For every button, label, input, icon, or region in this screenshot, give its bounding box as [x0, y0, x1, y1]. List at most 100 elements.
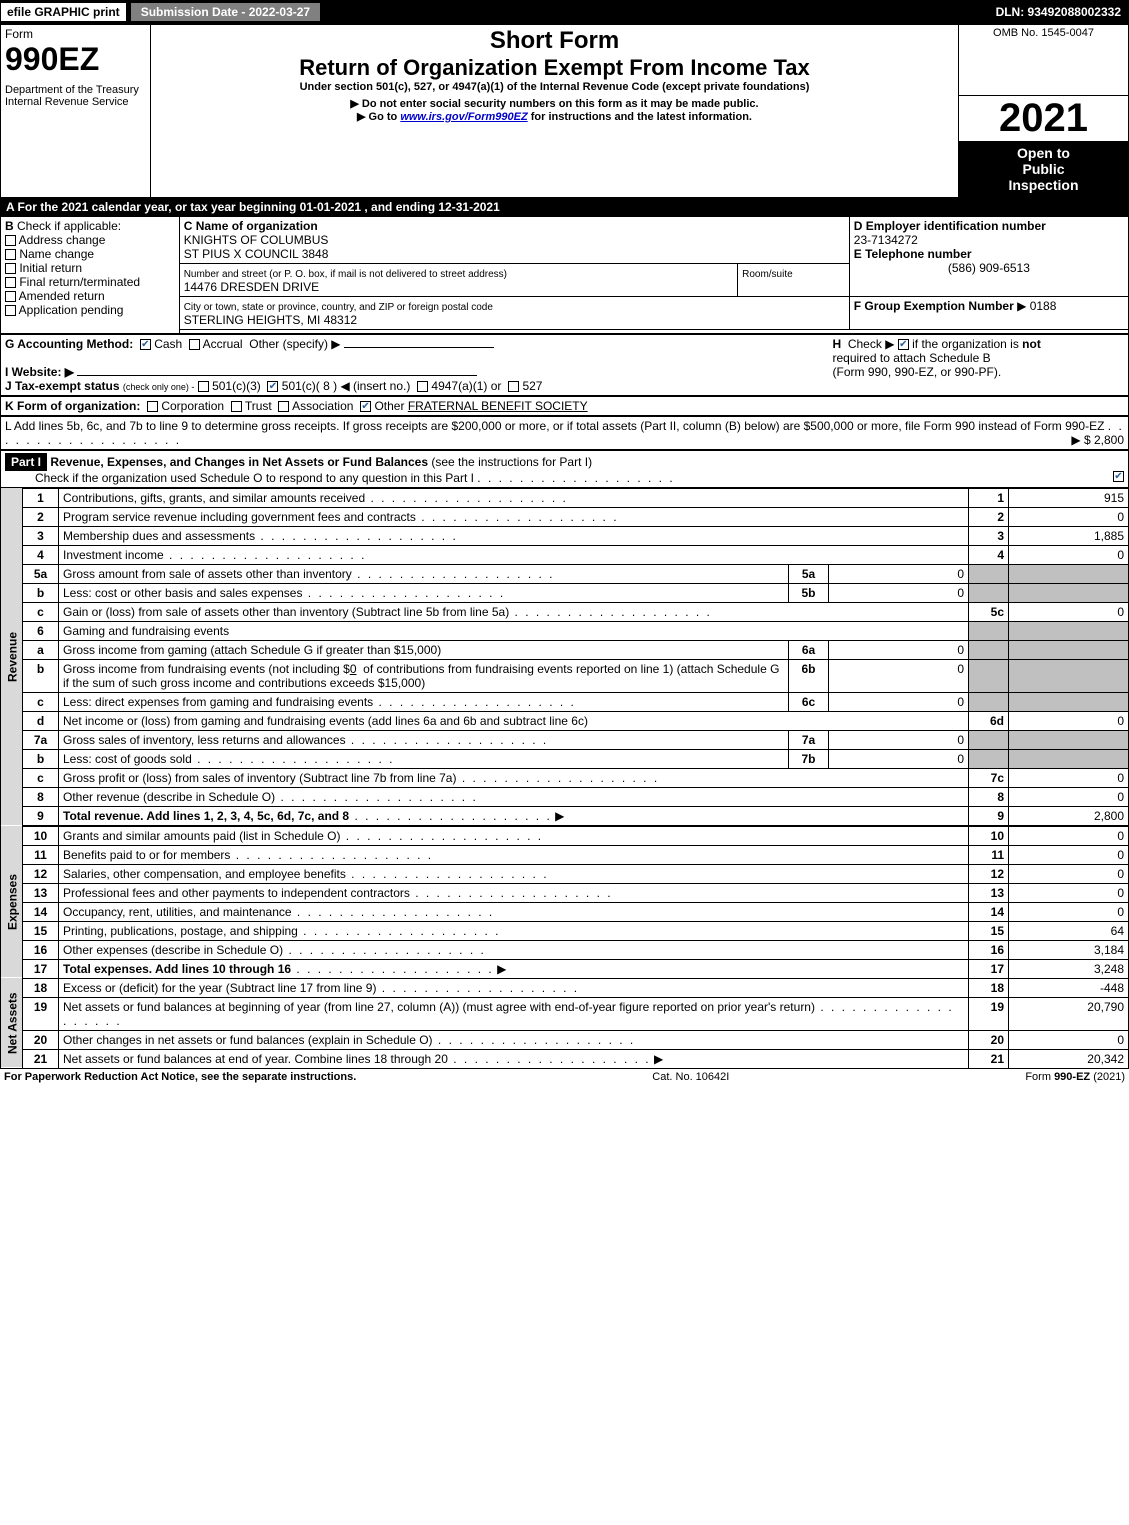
opt-other-specify: Other (specify) ▶ [249, 337, 340, 351]
footer-right: Form 990-EZ (2021) [1025, 1071, 1125, 1083]
checkbox-assoc[interactable] [278, 401, 289, 412]
line12-box: 12 [969, 864, 1009, 883]
checkbox-527[interactable] [508, 381, 519, 392]
website-input[interactable] [77, 375, 477, 376]
other-specify-input[interactable] [344, 347, 494, 348]
expenses-vert-label: Expenses [1, 826, 23, 978]
phone-value: (586) 909-6513 [854, 261, 1124, 275]
org-name2: ST PIUS X COUNCIL 3848 [184, 247, 329, 261]
opt-527: 527 [522, 379, 542, 393]
line6c-subvalue: 0 [829, 692, 969, 711]
line1-value: 915 [1009, 488, 1129, 507]
checkbox-amended[interactable] [5, 291, 16, 302]
line-num: 15 [23, 921, 59, 940]
line7c-text: Gross profit or (loss) from sales of inv… [63, 771, 456, 785]
line5c-box: 5c [969, 602, 1009, 621]
line7a-text: Gross sales of inventory, less returns a… [63, 733, 346, 747]
line19-text: Net assets or fund balances at beginning… [63, 1000, 815, 1014]
section-f-label: F Group Exemption Number [854, 299, 1014, 313]
line-num: 3 [23, 526, 59, 545]
dots-icon [346, 733, 549, 747]
line-num: 14 [23, 902, 59, 921]
efile-topbar: efile GRAPHIC print Submission Date - 20… [0, 0, 1129, 24]
dots-icon [291, 962, 494, 976]
grey-cell [969, 640, 1009, 659]
line7c-box: 7c [969, 768, 1009, 787]
checkbox-501c[interactable] [267, 381, 278, 392]
form-number: 990EZ [5, 41, 146, 78]
dots-icon [456, 771, 659, 785]
line11-text: Benefits paid to or for members [63, 848, 230, 862]
line-num: 5a [23, 564, 59, 583]
grey-cell [1009, 583, 1129, 602]
group-exempt-value: 0188 [1030, 299, 1057, 313]
short-form-title: Short Form [155, 27, 954, 55]
dots-icon [433, 1033, 636, 1047]
checkbox-501c3[interactable] [198, 381, 209, 392]
arrow-icon: ▶ [1017, 299, 1026, 313]
checkbox-other-org[interactable] [360, 401, 371, 412]
opt-corp: Corporation [161, 399, 224, 413]
line5c-text: Gain or (loss) from sale of assets other… [63, 605, 509, 619]
checkbox-trust[interactable] [231, 401, 242, 412]
opt-cash: Cash [154, 337, 182, 351]
line15-box: 15 [969, 921, 1009, 940]
dots-icon [192, 752, 395, 766]
line7b-text: Less: cost of goods sold [63, 752, 192, 766]
org-name1: KNIGHTS OF COLUMBUS [184, 233, 329, 247]
section-j-label: J Tax-exempt status [5, 379, 120, 393]
checkbox-accrual[interactable] [189, 339, 200, 350]
line9-value: 2,800 [1009, 806, 1129, 825]
revenue-vert-label: Revenue [1, 488, 23, 826]
irs-link[interactable]: www.irs.gov/Form990EZ [400, 111, 527, 123]
entity-info-table: B Check if applicable: Address change Na… [0, 216, 1129, 334]
section-a-bar: A For the 2021 calendar year, or tax yea… [0, 198, 1129, 216]
line10-text: Grants and similar amounts paid (list in… [63, 829, 340, 843]
opt-initial-return: Initial return [19, 261, 82, 275]
checkbox-name-change[interactable] [5, 249, 16, 260]
checkbox-4947[interactable] [417, 381, 428, 392]
section-i-label: I Website: ▶ [5, 365, 74, 379]
grey-cell [1009, 730, 1129, 749]
line-num: c [23, 768, 59, 787]
checkbox-final-return[interactable] [5, 277, 16, 288]
line3-text: Membership dues and assessments [63, 529, 255, 543]
efile-print-label[interactable]: efile GRAPHIC print [0, 2, 127, 22]
line12-text: Salaries, other compensation, and employ… [63, 867, 346, 881]
opt-pending: Application pending [19, 303, 124, 317]
goto-suffix: for instructions and the latest informat… [528, 111, 752, 123]
omb-number: OMB No. 1545-0047 [963, 27, 1124, 39]
line6d-value: 0 [1009, 711, 1129, 730]
netassets-vert-label: Net Assets [1, 978, 23, 1068]
line16-text: Other expenses (describe in Schedule O) [63, 943, 283, 957]
line21-box: 21 [969, 1049, 1009, 1068]
line21-value: 20,342 [1009, 1049, 1129, 1068]
checkbox-corp[interactable] [147, 401, 158, 412]
line20-box: 20 [969, 1030, 1009, 1049]
checkbox-address-change[interactable] [5, 235, 16, 246]
line7c-value: 0 [1009, 768, 1129, 787]
dots-icon [283, 943, 486, 957]
checkbox-cash[interactable] [140, 339, 151, 350]
check-if-applicable: Check if applicable: [17, 219, 121, 233]
grey-cell [1009, 621, 1129, 640]
line5a-text: Gross amount from sale of assets other t… [63, 567, 352, 581]
line5b-text: Less: cost or other basis and sales expe… [63, 586, 302, 600]
dots-icon [448, 1052, 651, 1066]
checkbox-initial-return[interactable] [5, 263, 16, 274]
checkbox-schedule-b[interactable] [898, 339, 909, 350]
checkbox-pending[interactable] [5, 305, 16, 316]
line15-text: Printing, publications, postage, and shi… [63, 924, 298, 938]
line21-text: Net assets or fund balances at end of ye… [63, 1052, 448, 1066]
line16-box: 16 [969, 940, 1009, 959]
line-num: 17 [23, 959, 59, 978]
part1-header: Part I Revenue, Expenses, and Changes in… [0, 450, 1129, 488]
opt-501c: 501(c)( 8 ) ◀ (insert no.) [282, 379, 411, 393]
open-line1: Open to [963, 145, 1124, 161]
opt-final-return: Final return/terminated [19, 275, 140, 289]
open-line3: Inspection [963, 177, 1124, 193]
form-header-table: Form 990EZ Department of the Treasury In… [0, 24, 1129, 198]
line6c-text: Less: direct expenses from gaming and fu… [63, 695, 373, 709]
checkbox-schedule-o[interactable] [1113, 471, 1124, 482]
line-num: 4 [23, 545, 59, 564]
